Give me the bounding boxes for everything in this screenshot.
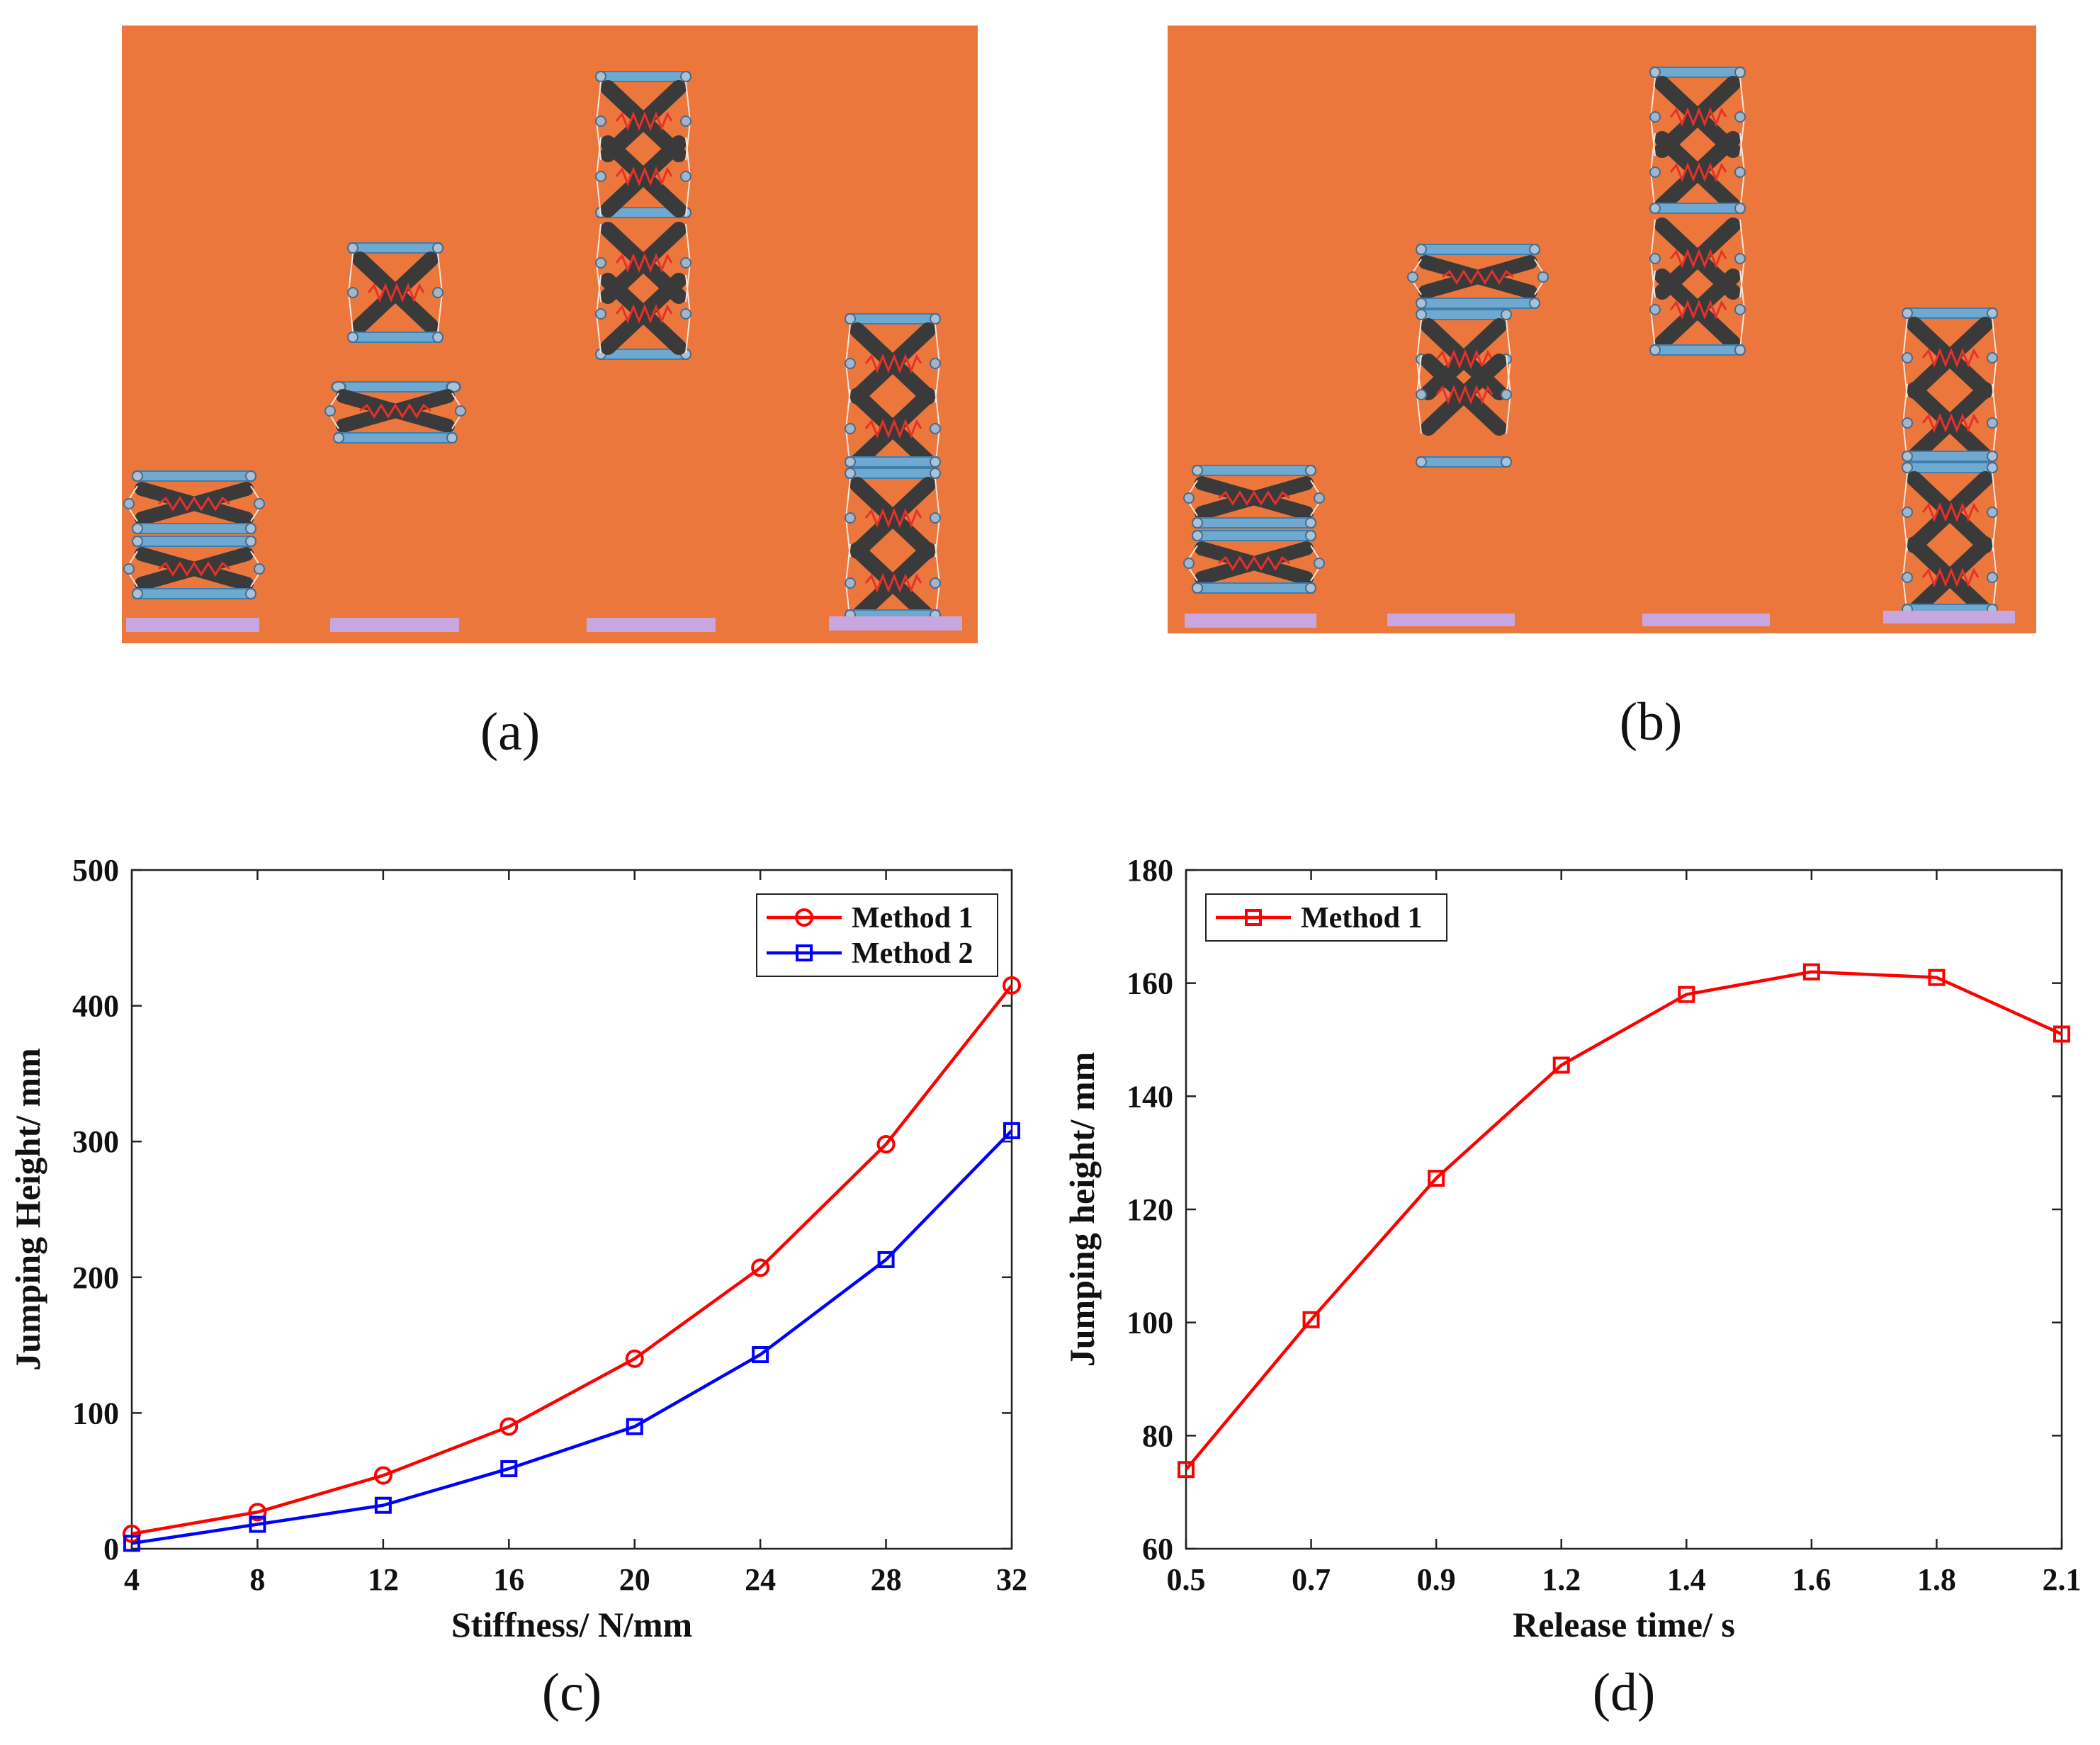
panel-a-pad-4 bbox=[829, 616, 962, 631]
chartd-ytick-label: 160 bbox=[1127, 966, 1173, 1001]
chartc-legend-label-1: Method 2 bbox=[852, 937, 973, 970]
chartc-legend-label-0: Method 1 bbox=[852, 902, 973, 934]
chartc-xtick-label: 20 bbox=[619, 1562, 650, 1597]
chartc-ylabel: Jumping Height/ mm bbox=[8, 1048, 47, 1371]
chartd-series-0-point bbox=[1178, 1461, 1195, 1479]
chartd-xtick-label: 1.4 bbox=[1667, 1562, 1706, 1597]
chartd-xlabel: Release time/ s bbox=[1513, 1605, 1735, 1644]
chartc-ytick-label: 100 bbox=[72, 1396, 119, 1430]
chartc-legend-marker-1 bbox=[796, 944, 813, 961]
chartd-series-0-point bbox=[1302, 1311, 1320, 1328]
chartc-series-1-point bbox=[877, 1250, 895, 1268]
chartd-xtick-label: 2.1 bbox=[2043, 1562, 2082, 1597]
chartd-panel-label: (d) bbox=[1593, 1663, 1656, 1722]
panel-b-simulation: (b) bbox=[1168, 26, 2036, 752]
chartc-series-0-point bbox=[373, 1466, 393, 1485]
chartc-plot-area bbox=[130, 869, 1013, 1550]
chartd-ytick-label: 120 bbox=[1127, 1192, 1173, 1227]
chartd-ytick-label: 100 bbox=[1127, 1306, 1173, 1340]
chartc-series-1-point bbox=[626, 1418, 643, 1435]
chartd-xtick-label: 1.6 bbox=[1792, 1562, 1831, 1597]
panel-a-label: (a) bbox=[480, 702, 540, 762]
chartc-xtick-label: 12 bbox=[368, 1562, 399, 1597]
panel-a-pad-1 bbox=[126, 618, 259, 632]
chartc-legend-box bbox=[756, 893, 998, 977]
chartc-series-0-line bbox=[131, 984, 1013, 1536]
chartc-ytick-label: 400 bbox=[72, 989, 119, 1024]
panel-a-simulation: (a) bbox=[122, 26, 978, 762]
chartc-series-1-point bbox=[249, 1515, 266, 1533]
chartc-xtick-label: 4 bbox=[124, 1562, 140, 1597]
chartd-series-0-point bbox=[1928, 968, 1946, 986]
panel-b-pad-4 bbox=[1883, 611, 2015, 623]
chartc-ytick-label: 0 bbox=[103, 1532, 119, 1566]
panel-a-pad-3 bbox=[587, 618, 716, 632]
chartc-panel-label: (c) bbox=[542, 1663, 602, 1722]
chartd-series-0-point bbox=[1552, 1056, 1570, 1074]
chartd-ytick-label: 140 bbox=[1127, 1079, 1173, 1114]
chartc-ytick-label: 500 bbox=[72, 853, 119, 888]
chartd-ylabel: Jumping height/ mm bbox=[1062, 1052, 1102, 1367]
chartd-legend-marker-0 bbox=[1245, 909, 1262, 926]
chartc-series-0-point bbox=[499, 1417, 519, 1436]
chartd-series-0-line bbox=[1185, 970, 2062, 1471]
chartd-legend-label-0: Method 1 bbox=[1301, 902, 1423, 934]
chartd-xtick-label: 1.8 bbox=[1917, 1562, 1956, 1597]
panel-b-label: (b) bbox=[1620, 692, 1683, 752]
chartc-xtick-label: 32 bbox=[996, 1562, 1027, 1597]
panel-a-background bbox=[122, 26, 978, 643]
chartc-series-1-point bbox=[123, 1535, 140, 1552]
chartd-series-0-point bbox=[1428, 1170, 1445, 1187]
chartc-series-1-point bbox=[752, 1346, 769, 1364]
chartd-xtick-label: 0.7 bbox=[1292, 1562, 1331, 1597]
chartc-xtick-label: 8 bbox=[249, 1562, 265, 1597]
chartd-ytick-label: 180 bbox=[1127, 853, 1173, 888]
chartc-xtick-label: 24 bbox=[745, 1562, 776, 1597]
panel-a-pad-2 bbox=[330, 618, 459, 632]
chartc-xlabel: Stiffness/ N/mm bbox=[451, 1605, 692, 1644]
chart-d: 0.5 0.7 0.9 1.2 1.4 1.6 1.8 2.1 60 80 100 120 140 160… bbox=[1062, 853, 2082, 1722]
chartc-xtick-label: 16 bbox=[493, 1562, 524, 1597]
chartc-series-0-point bbox=[876, 1135, 896, 1154]
chartd-xtick-label: 0.5 bbox=[1167, 1562, 1206, 1597]
chartc-series-0-point bbox=[1003, 976, 1021, 995]
chartc-series-0-point bbox=[123, 1524, 141, 1543]
chartc-ytick-label: 200 bbox=[72, 1260, 119, 1295]
chartc-series-1-point bbox=[1003, 1122, 1020, 1139]
chartd-series-0-point bbox=[2053, 1025, 2070, 1043]
chartc-series-0-point bbox=[751, 1258, 770, 1277]
panel-b-pad-1 bbox=[1185, 614, 1316, 628]
chartc-ytick-label: 300 bbox=[72, 1124, 119, 1159]
chartd-xtick-label: 0.9 bbox=[1417, 1562, 1456, 1597]
chartd-ytick-label: 80 bbox=[1142, 1418, 1173, 1453]
chartd-plot-area bbox=[1185, 869, 2063, 1550]
panel-b-pad-3 bbox=[1642, 614, 1770, 626]
chartd-ytick-label: 60 bbox=[1142, 1532, 1173, 1566]
panel-b-pad-2 bbox=[1387, 614, 1515, 626]
chartc-legend-marker-0 bbox=[795, 908, 813, 927]
chartc-series-1-point bbox=[374, 1496, 392, 1514]
chartc-series-0-point bbox=[625, 1349, 644, 1368]
chartc-series-0-point bbox=[248, 1503, 267, 1522]
chart-c: 4 8 12 16 20 24 28 32 0 100 200 300 400 500 Stiffness/… bbox=[8, 853, 1027, 1722]
chartc-series-1-point bbox=[500, 1459, 518, 1477]
chartc-series-1-line bbox=[131, 1129, 1013, 1545]
chartc-xtick-label: 28 bbox=[871, 1562, 902, 1597]
chartd-series-0-point bbox=[1802, 963, 1820, 981]
chartd-series-0-point bbox=[1678, 986, 1695, 1003]
chartd-xtick-label: 1.2 bbox=[1542, 1562, 1581, 1597]
